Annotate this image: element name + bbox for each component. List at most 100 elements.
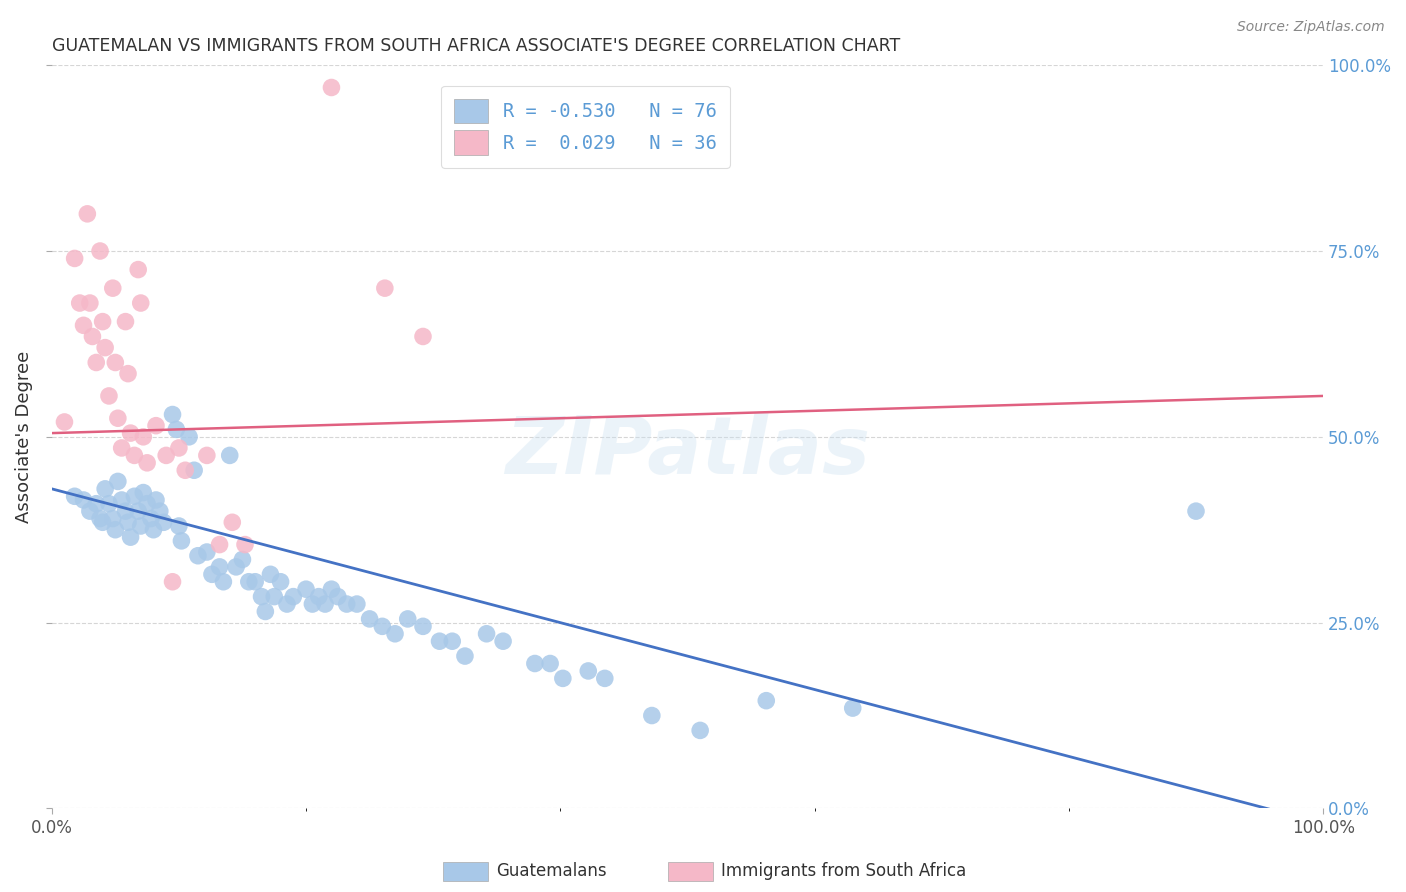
Text: Immigrants from South Africa: Immigrants from South Africa <box>721 863 966 880</box>
Point <box>129 519 152 533</box>
Point <box>263 590 285 604</box>
Point <box>492 634 515 648</box>
Point <box>124 489 146 503</box>
Point <box>72 493 94 508</box>
Point <box>187 549 209 563</box>
Text: Guatemalans: Guatemalans <box>496 863 607 880</box>
Point <box>111 441 134 455</box>
Point <box>195 449 218 463</box>
Point <box>412 619 434 633</box>
Point <box>841 701 863 715</box>
Point <box>195 545 218 559</box>
Point <box>346 597 368 611</box>
Point <box>84 497 107 511</box>
Point <box>283 590 305 604</box>
Point <box>221 516 243 530</box>
Y-axis label: Associate's Degree: Associate's Degree <box>15 351 32 523</box>
Point <box>142 523 165 537</box>
Point <box>72 318 94 333</box>
Point <box>454 649 477 664</box>
Point <box>523 657 546 671</box>
Point <box>441 634 464 648</box>
Point <box>120 530 142 544</box>
Point <box>79 296 101 310</box>
Point <box>101 281 124 295</box>
Point <box>162 574 184 589</box>
Point <box>63 252 86 266</box>
Point <box>114 504 136 518</box>
Point <box>94 482 117 496</box>
Point <box>132 485 155 500</box>
Point <box>225 560 247 574</box>
Point <box>689 723 711 738</box>
Point <box>308 590 330 604</box>
Point <box>551 672 574 686</box>
Point <box>576 664 599 678</box>
Point <box>371 619 394 633</box>
Point <box>218 449 240 463</box>
Point <box>120 426 142 441</box>
Point <box>301 597 323 611</box>
Point <box>111 493 134 508</box>
Point <box>107 411 129 425</box>
Point <box>641 708 664 723</box>
Point <box>145 418 167 433</box>
Point <box>76 207 98 221</box>
Point <box>89 511 111 525</box>
Point <box>208 560 231 574</box>
Text: GUATEMALAN VS IMMIGRANTS FROM SOUTH AFRICA ASSOCIATE'S DEGREE CORRELATION CHART: GUATEMALAN VS IMMIGRANTS FROM SOUTH AFRI… <box>52 37 900 55</box>
Point <box>212 574 235 589</box>
Point <box>170 533 193 548</box>
Point <box>136 456 159 470</box>
Point <box>231 552 253 566</box>
Point <box>336 597 359 611</box>
Point <box>384 627 406 641</box>
Point <box>276 597 298 611</box>
Point <box>97 497 120 511</box>
Point <box>117 367 139 381</box>
Point <box>593 672 616 686</box>
Point <box>136 497 159 511</box>
Point <box>104 523 127 537</box>
Text: Source: ZipAtlas.com: Source: ZipAtlas.com <box>1237 20 1385 34</box>
Point <box>250 590 273 604</box>
Point <box>321 80 343 95</box>
Point <box>129 296 152 310</box>
Point <box>167 519 190 533</box>
Point <box>429 634 451 648</box>
Point <box>233 538 256 552</box>
Point <box>412 329 434 343</box>
Point <box>149 504 172 518</box>
Point <box>104 355 127 369</box>
Point <box>82 329 104 343</box>
Point <box>107 475 129 489</box>
Point <box>127 504 149 518</box>
Point <box>177 430 200 444</box>
Point <box>396 612 419 626</box>
Point <box>101 511 124 525</box>
Point <box>201 567 224 582</box>
Point <box>254 605 277 619</box>
Point <box>259 567 281 582</box>
Point <box>538 657 561 671</box>
Point <box>84 355 107 369</box>
Point <box>63 489 86 503</box>
Point <box>89 244 111 258</box>
Point <box>79 504 101 518</box>
Legend: R = -0.530   N = 76, R =  0.029   N = 36: R = -0.530 N = 76, R = 0.029 N = 36 <box>441 86 730 168</box>
Point <box>208 538 231 552</box>
Point <box>167 441 190 455</box>
Point <box>321 582 343 597</box>
Point <box>475 627 498 641</box>
Point <box>174 463 197 477</box>
Point <box>1185 504 1208 518</box>
Point <box>162 408 184 422</box>
Point <box>97 389 120 403</box>
Point <box>145 493 167 508</box>
Point <box>69 296 91 310</box>
Point <box>295 582 318 597</box>
Point <box>117 516 139 530</box>
Point <box>114 315 136 329</box>
Point <box>243 574 266 589</box>
Point <box>314 597 336 611</box>
